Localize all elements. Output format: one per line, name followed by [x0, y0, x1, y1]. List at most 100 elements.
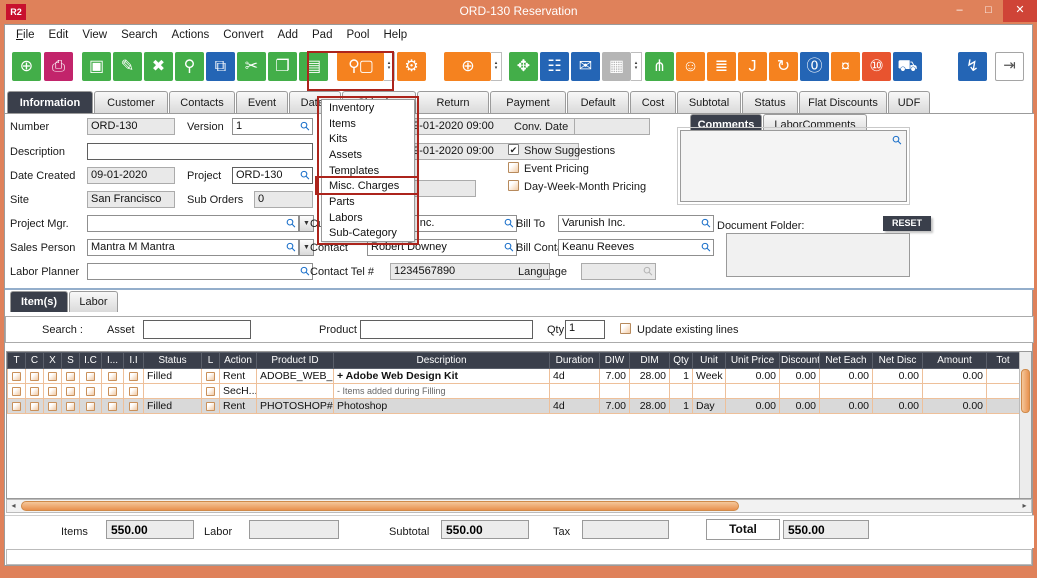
row-checkbox[interactable] [30, 371, 39, 381]
col-action[interactable]: Action [219, 352, 257, 369]
col-t[interactable]: T [7, 352, 26, 369]
close-button[interactable]: ✕ [1003, 0, 1037, 22]
col-s[interactable]: S [61, 352, 80, 369]
row-checkbox[interactable] [206, 401, 215, 411]
menu-item-labors[interactable]: Labors [329, 211, 363, 224]
menu-search[interactable]: Search [121, 29, 158, 41]
scroll-left-icon[interactable]: ◂ [11, 501, 16, 510]
project-mgr-dropdown[interactable]: ▼ [299, 215, 314, 232]
qty-input[interactable]: 1 [565, 320, 605, 339]
refresh-clipboard-icon[interactable]: ↻ [769, 51, 798, 81]
vault-icon[interactable]: ⑩ [862, 51, 891, 81]
scroll-right-icon[interactable]: ▸ [1022, 501, 1027, 510]
row-checkbox[interactable] [66, 371, 75, 381]
item-search-icon[interactable]: ⚲▢ [337, 51, 384, 81]
menu-item-kits[interactable]: Kits [329, 133, 348, 146]
row-checkbox[interactable] [108, 386, 117, 396]
sales-person-lookup-icon[interactable]: ⚲ [283, 239, 299, 256]
vertical-scrollbar[interactable] [1019, 352, 1031, 498]
row-checkbox[interactable] [66, 401, 75, 411]
col-dim[interactable]: DIM [629, 352, 670, 369]
col-x[interactable]: X [43, 352, 62, 369]
org-chart-icon[interactable]: ☷ [540, 51, 569, 81]
minimize-button[interactable]: – [956, 4, 963, 16]
journal-icon[interactable]: J [738, 51, 767, 81]
menu-item-misc-charges[interactable]: Misc. Charges [329, 180, 400, 193]
truck-icon[interactable]: ⛟ [893, 51, 922, 81]
receipt-icon[interactable]: ≣ [707, 51, 736, 81]
row-checkbox[interactable] [206, 371, 215, 381]
tab-items[interactable]: Item(s) [10, 291, 68, 312]
menu-item-assets[interactable]: Assets [329, 148, 363, 161]
find-icon[interactable]: ⚲ [175, 51, 204, 81]
labor-planner-field[interactable]: ⚲ [87, 263, 313, 280]
version-field[interactable]: 1 ⚲ [232, 118, 313, 135]
row-checkbox[interactable] [12, 371, 21, 381]
add-purchase-order-icon-dropdown[interactable]: ▴ ▾ [491, 51, 502, 81]
version-lookup-icon[interactable]: ⚲ [297, 118, 313, 135]
bill-to-lookup-icon[interactable]: ⚲ [698, 215, 714, 232]
col-i-i[interactable]: I.I [123, 352, 144, 369]
bill-contact-lookup-icon[interactable]: ⚲ [698, 239, 714, 256]
exit-icon[interactable]: ⇥ [995, 51, 1024, 81]
reset-button[interactable]: RESET [883, 216, 931, 231]
expand-icon[interactable]: ✥ [509, 51, 538, 81]
document-folder-box[interactable] [726, 233, 910, 277]
col-description[interactable]: Description [333, 352, 550, 369]
col-discount[interactable]: Discount [779, 352, 820, 369]
maximize-button[interactable]: □ [985, 4, 992, 16]
number-field[interactable]: ORD-130 [87, 118, 175, 135]
copy-number-icon[interactable]: ⧉ [206, 51, 235, 81]
col-net-each[interactable]: Net Each [819, 352, 873, 369]
menu-actions[interactable]: Actions [171, 29, 210, 41]
print-icon[interactable]: ⎙ [44, 51, 73, 81]
description-field[interactable] [87, 143, 313, 160]
col-i-c[interactable]: I.C [79, 352, 102, 369]
comments-lookup-icon[interactable]: ⚲ [889, 132, 906, 149]
menu-item-items[interactable]: Items [329, 117, 356, 130]
save-icon[interactable]: ▣ [82, 51, 111, 81]
tab-labor-comments[interactable]: LaborComments [763, 114, 867, 135]
contact-lookup-icon[interactable]: ⚲ [501, 239, 517, 256]
product-input[interactable] [360, 320, 533, 339]
row-checkbox[interactable] [129, 386, 138, 396]
chat-zero-icon[interactable]: ⓪ [800, 51, 829, 81]
bill-contact-field[interactable]: Keanu Reeves ⚲ [558, 239, 714, 256]
comments-box[interactable]: ⚲ [677, 127, 910, 205]
contact-tel-field[interactable]: 1234567890 [390, 263, 550, 280]
site-field[interactable]: San Francisco [87, 191, 175, 208]
horizontal-scrollbar[interactable]: ◂ ▸ [6, 499, 1032, 513]
vertical-scrollbar-thumb[interactable] [1021, 369, 1030, 413]
horizontal-scrollbar-thumb[interactable] [21, 501, 739, 511]
new-document-icon[interactable]: ⊕ [12, 51, 41, 81]
col-i[interactable]: I... [101, 352, 124, 369]
date-created-field[interactable]: 09-01-2020 [87, 167, 175, 184]
conv-date-field[interactable] [574, 118, 650, 135]
col-tot[interactable]: Tot [986, 352, 1020, 369]
project-mgr-lookup-icon[interactable]: ⚲ [283, 215, 299, 232]
row-checkbox[interactable] [66, 386, 75, 396]
bill-to-field[interactable]: Varunish Inc. ⚲ [558, 215, 714, 232]
menu-add[interactable]: Add [277, 29, 298, 41]
hierarchy-icon[interactable]: ⋔ [645, 51, 674, 81]
row-checkbox[interactable] [12, 386, 21, 396]
tab-status[interactable]: Status [742, 91, 798, 113]
row-checkbox[interactable] [86, 401, 95, 411]
menu-edit[interactable]: Edit [48, 29, 69, 41]
project-lookup-icon[interactable]: ⚲ [297, 167, 313, 184]
options-gears-icon[interactable]: ⚙ [397, 51, 426, 81]
menu-item-sub-category[interactable]: Sub-Category [329, 227, 397, 240]
customer-lookup-icon[interactable]: ⚲ [501, 215, 517, 232]
show-suggestions-checkbox[interactable]: ✔ [508, 144, 519, 155]
row-checkbox[interactable] [129, 401, 138, 411]
col-product-id[interactable]: Product ID [256, 352, 334, 369]
col-status[interactable]: Status [143, 352, 202, 369]
col-qty[interactable]: Qty [669, 352, 693, 369]
tab-event[interactable]: Event [236, 91, 288, 113]
add-money-icon[interactable]: ¤ [831, 51, 860, 81]
tab-cost[interactable]: Cost [630, 91, 676, 113]
add-purchase-order-icon[interactable]: ⊕ [444, 51, 491, 81]
row-checkbox[interactable] [48, 401, 57, 411]
col-duration[interactable]: Duration [549, 352, 600, 369]
tab-comments[interactable]: Comments [690, 114, 762, 135]
